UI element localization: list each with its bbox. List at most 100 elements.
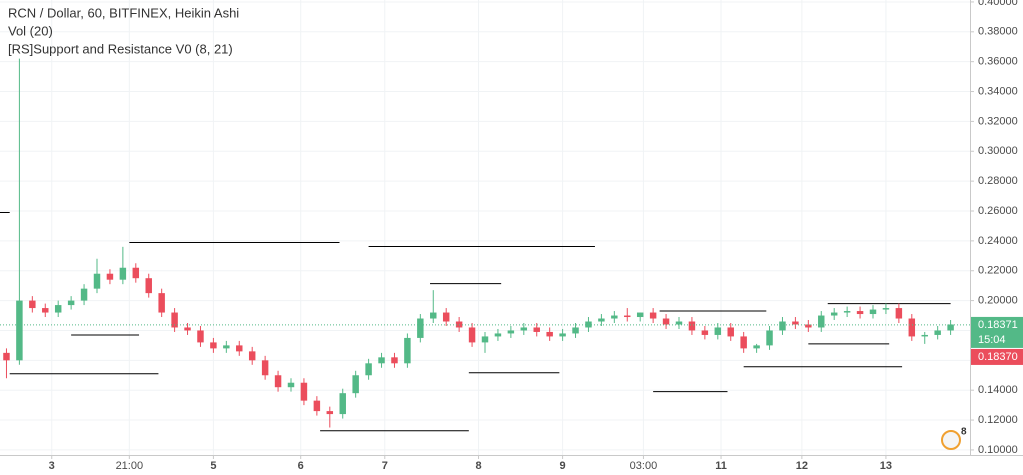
y-tick-label: 0.22000 [978,265,1018,277]
x-tick-label: 9 [560,460,566,472]
candle-body [42,308,49,313]
badge-icon [941,430,961,450]
candle-body [158,293,165,313]
candle-body [792,321,799,325]
y-tick-label: 0.32000 [978,115,1018,127]
indicator-label: Vol (20) [8,23,53,38]
indicator-label: [RS]Support and Resistance V0 (8, 21) [8,41,233,56]
y-tick-label: 0.20000 [978,295,1018,307]
candle-body [132,267,140,279]
candle-body [572,327,579,334]
candle-body [520,327,528,331]
x-tick-label: 5 [210,460,216,472]
y-tick-label: 0.40000 [978,0,1018,8]
candle-body [106,273,114,280]
candle-body [184,327,191,331]
candle-body [598,318,605,322]
candle-body [947,324,954,331]
candle-body [611,315,618,319]
y-tick-label: 0.14000 [978,384,1018,396]
candle-body [895,308,903,319]
x-tick-label: 03:00 [630,460,658,472]
candle-body [533,327,540,332]
candle-body [636,312,644,318]
candle-body [430,312,437,319]
candle-body [818,315,825,328]
candle-body [67,300,75,306]
candle-body [29,300,36,309]
candle-body [624,315,631,318]
candle-body [921,334,928,337]
candle-body [236,345,243,352]
candle-body [223,345,230,349]
candle-body [468,327,476,343]
candle-body [882,308,890,310]
close-price-box [971,348,1023,365]
candle-body [197,330,204,343]
y-tick-label: 0.38000 [978,26,1018,38]
candle-body [559,333,566,337]
candle-body [339,393,346,415]
candle-body [740,336,747,349]
candle-body [753,345,760,349]
y-tick-label: 0.28000 [978,175,1018,187]
candle-body [649,312,657,319]
candle-body [714,327,722,335]
y-tick-label: 0.24000 [978,235,1018,247]
candle-body [287,382,295,388]
candle-body [93,273,101,289]
countdown: 15:04 [978,334,1006,346]
axes: 0.100000.120000.140000.160000.180000.200… [49,0,1023,472]
candle-body [675,321,683,325]
candle-body [934,330,941,335]
candle-body [688,321,696,331]
y-tick-label: 0.34000 [978,85,1018,97]
candle-body [830,312,838,316]
candle-body [3,352,10,361]
candle-body [391,357,398,364]
candle-body [843,311,851,313]
y-tick-label: 0.10000 [978,444,1018,456]
candle-body [80,288,88,301]
badge-count: 8 [961,427,967,438]
candle-body [16,300,23,361]
candle-body [378,357,385,364]
candle-body [494,333,502,337]
chart-title: RCN / Dollar, 60, BITFINEX, Heikin Ashi [8,5,239,20]
candle-body [326,411,334,415]
candle-body [908,318,916,337]
candle-body [171,312,178,328]
candle-body [54,305,62,313]
close-price-label: 0.18370 [978,351,1018,363]
candle-body [365,363,372,376]
candle-body [869,309,877,315]
y-tick-label: 0.12000 [978,414,1018,426]
x-tick-label: 3 [49,460,55,472]
candle-body [727,327,734,337]
x-tick-label: 8 [475,460,481,472]
candle-body [662,318,670,325]
y-tick-label: 0.26000 [978,205,1018,217]
candle-body [442,312,450,322]
x-tick-label: 12 [796,460,808,472]
candle-body [210,342,217,349]
candle-body [300,382,308,401]
last-price-box [971,316,1023,348]
x-tick-label: 13 [880,460,892,472]
candle-body [701,330,709,335]
candle-body [352,375,359,394]
candle-body [507,330,515,334]
candle-body [145,278,152,294]
y-tick-label: 0.30000 [978,145,1018,157]
candle-body [481,336,489,343]
last-price-label: 0.18371 [978,319,1018,331]
candle-body [404,337,411,364]
candle-body [546,331,553,337]
x-tick-label: 6 [298,460,304,472]
plot [0,58,970,432]
candle-body [274,375,282,388]
candle-body [248,351,256,361]
y-tick-label: 0.36000 [978,56,1018,68]
